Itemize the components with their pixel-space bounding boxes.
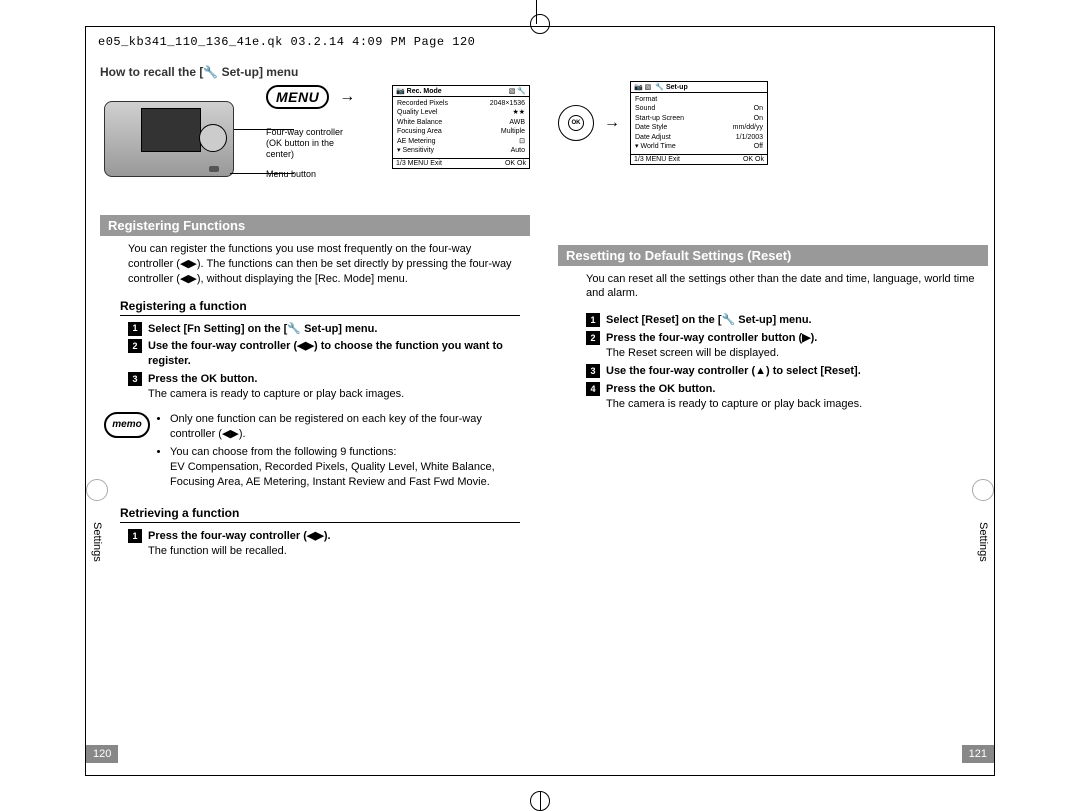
label-center: center) [266,149,386,160]
arrow-right-icon: → [339,88,355,106]
ok-button-diagram: OK [558,105,594,141]
side-tab-right: Settings [972,507,994,577]
memo-item: You can choose from the following 9 func… [170,445,530,490]
reset-steps: 1Select [Reset] on the [🔧 Set-up] menu. … [586,313,988,411]
left-page: How to recall the [🔧 Set-up] menu MENU →… [100,65,530,562]
menu-badge-icon: MENU [266,85,329,109]
lcd-setup: 📷 ▧🔧 Set-up Format SoundOn Start-up Scre… [630,81,768,165]
arrow-right-icon: → [604,114,620,132]
lcd-rec-mode: 📷 Rec. Mode▧ 🔧 Recorded Pixels2048×1536 … [392,85,530,169]
page-spread: e05_kb341_110_136_41e.qk 03.2.14 4:09 PM… [85,26,995,776]
reset-intro: You can reset all the settings other tha… [586,272,976,302]
subhead-register: Registering a function [120,299,520,316]
print-header: e05_kb341_110_136_41e.qk 03.2.14 4:09 PM… [98,35,475,49]
how-to-title: How to recall the [🔧 Set-up] menu [100,65,530,79]
registering-intro: You can register the functions you use m… [128,242,518,287]
section-bar-reset: Resetting to Default Settings (Reset) [558,245,988,266]
label-menubtn: Menu button [266,169,386,180]
memo-block: memo Only one function can be registered… [104,412,530,494]
label-okbtn: (OK button in the [266,138,386,149]
retrieve-steps: 1Press the four-way controller (◀▶).The … [128,529,530,559]
page-number-right: 121 [962,745,994,763]
side-tab-left: Settings [86,507,108,577]
camera-diagram [100,85,260,195]
register-steps: 1Select [Fn Setting] on the [🔧 Set-up] m… [128,322,530,402]
memo-icon: memo [104,412,150,438]
subhead-retrieve: Retrieving a function [120,506,520,523]
memo-item: Only one function can be registered on e… [170,412,530,442]
right-page: OK → 📷 ▧🔧 Set-up Format SoundOn Start-up… [558,65,988,414]
page-number-left: 120 [86,745,118,763]
section-bar-registering: Registering Functions [100,215,530,236]
